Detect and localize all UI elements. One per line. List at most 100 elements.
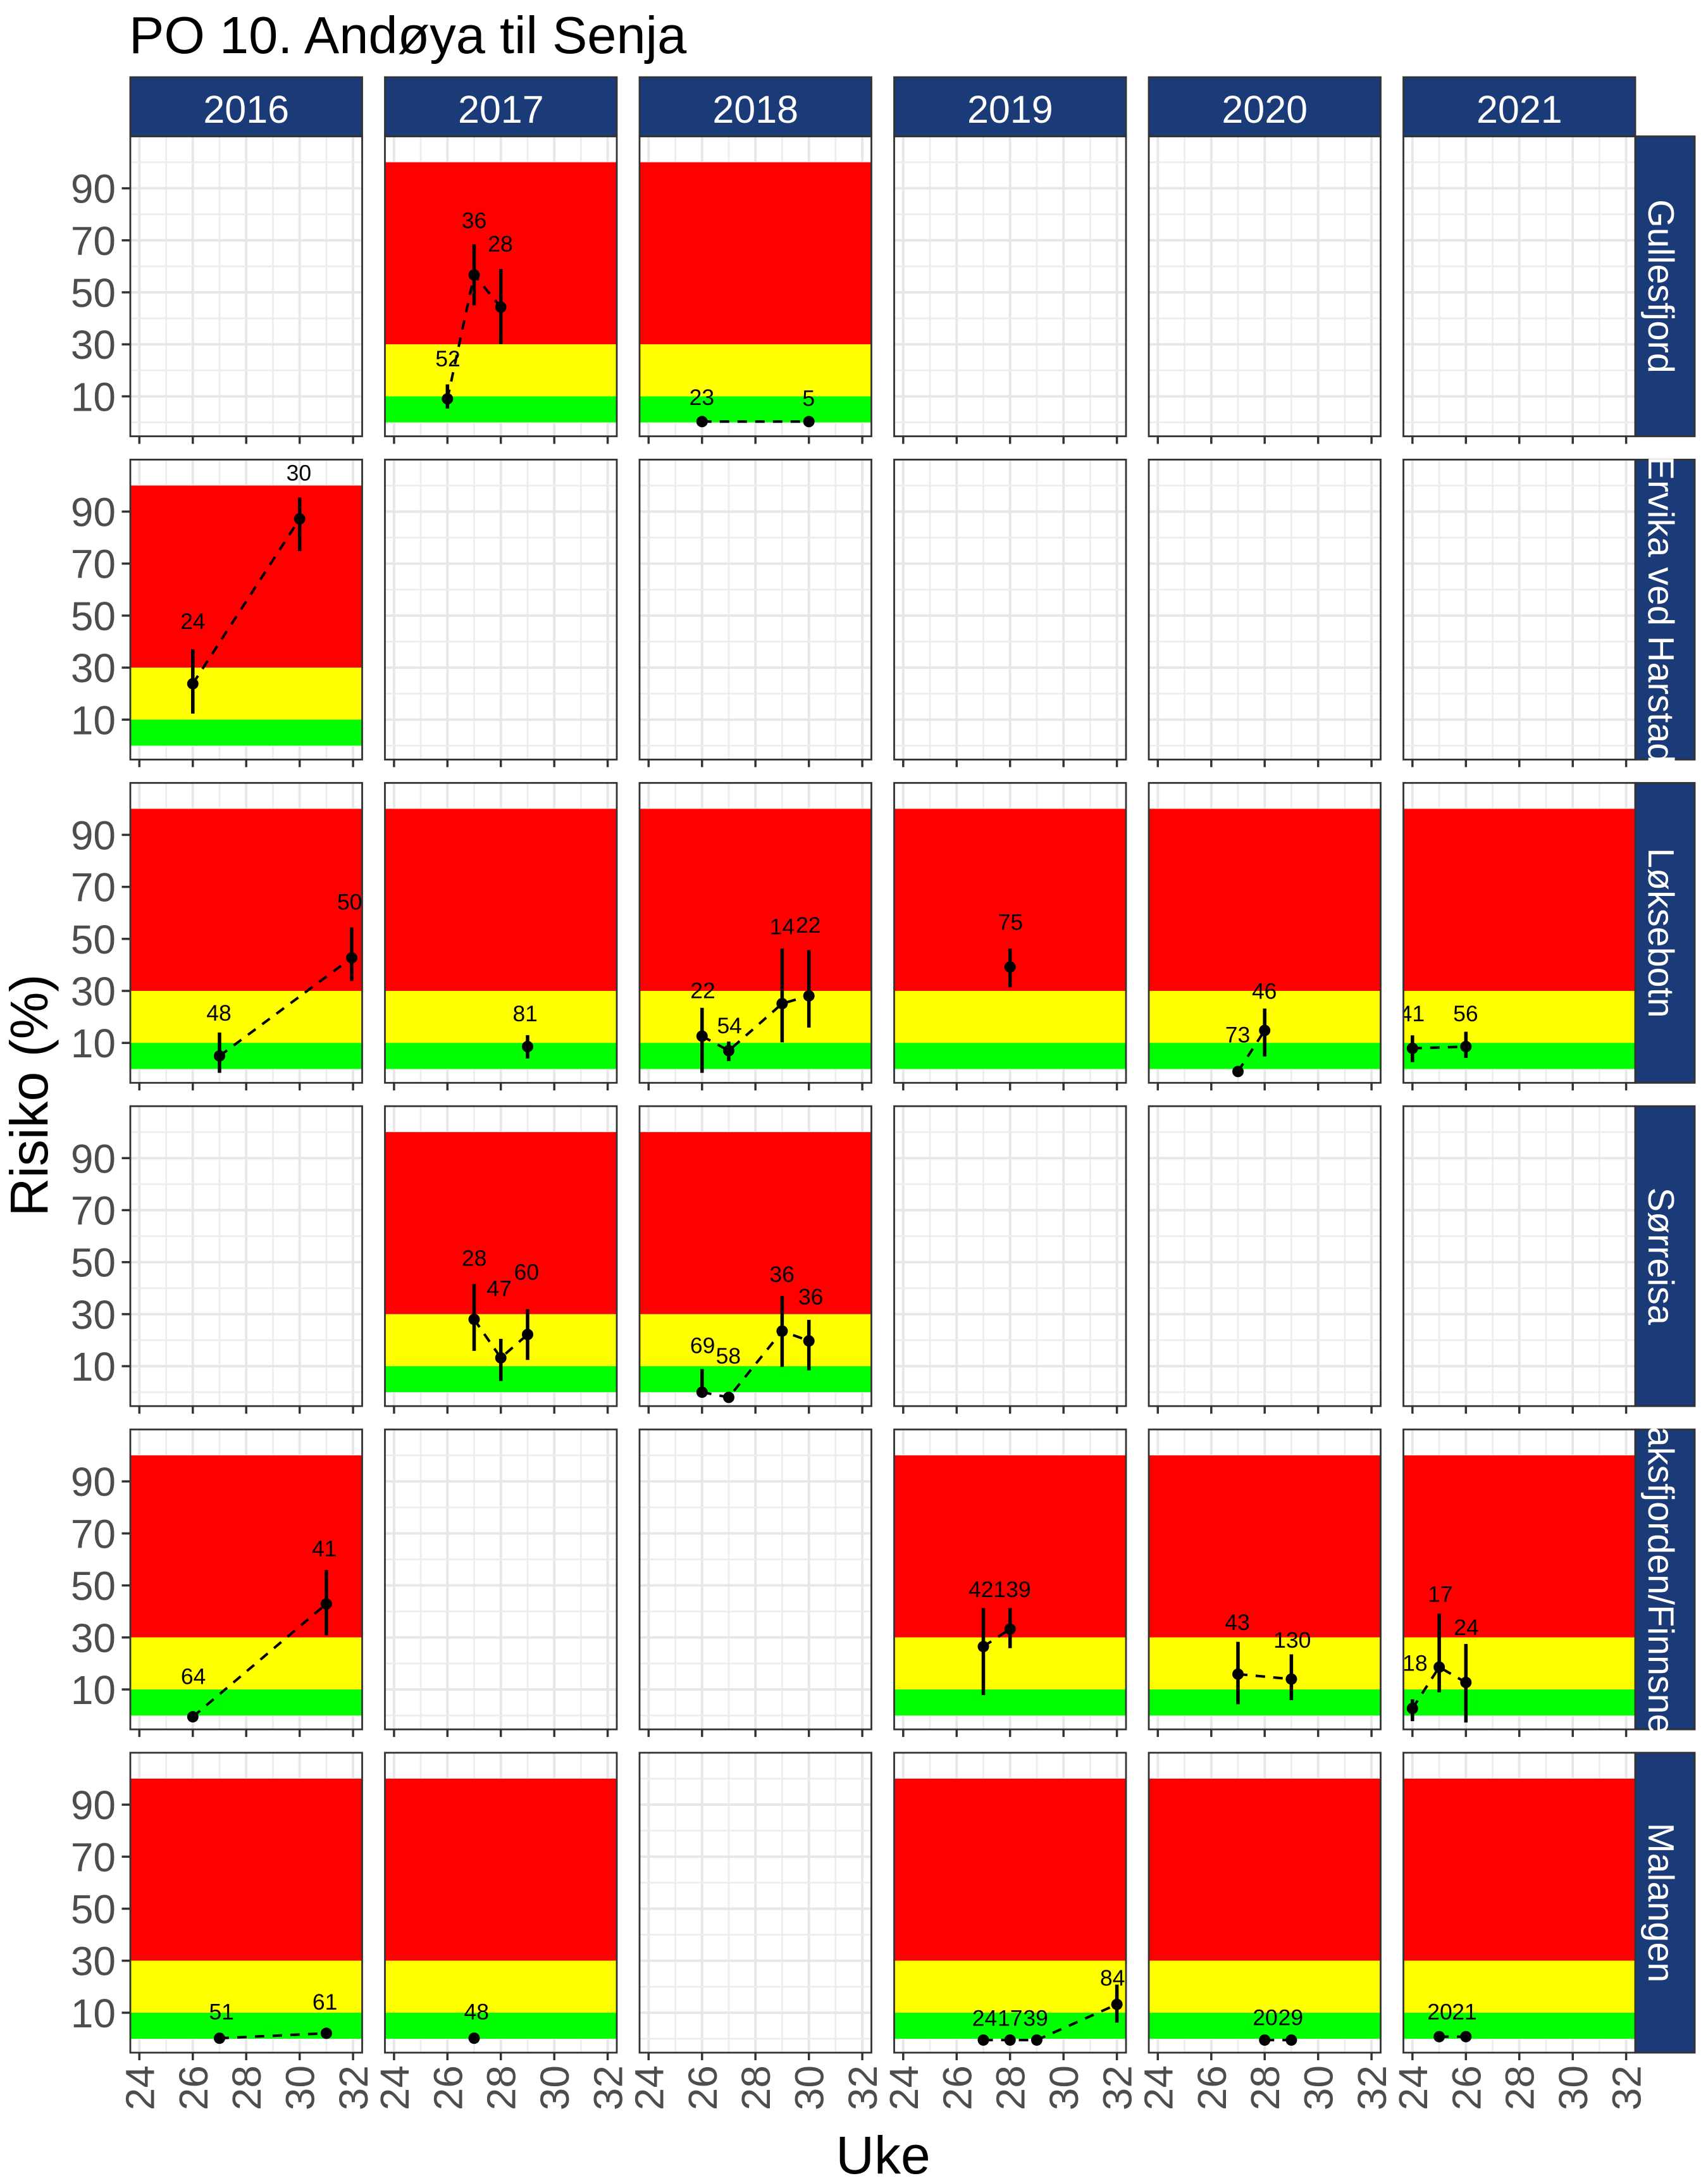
svg-text:41: 41 — [1400, 1001, 1425, 1026]
svg-text:32: 32 — [1604, 2065, 1650, 2110]
svg-text:32: 32 — [840, 2065, 886, 2110]
svg-text:20: 20 — [1427, 2000, 1452, 2025]
svg-text:36: 36 — [798, 1284, 824, 1310]
svg-text:2017: 2017 — [458, 88, 544, 131]
svg-text:90: 90 — [71, 490, 116, 535]
svg-text:54: 54 — [717, 1013, 742, 1038]
svg-text:10: 10 — [71, 1991, 116, 2036]
svg-text:24: 24 — [1454, 1615, 1479, 1640]
svg-text:70: 70 — [71, 865, 116, 911]
svg-text:2018: 2018 — [712, 88, 798, 131]
svg-text:50: 50 — [71, 1887, 116, 1932]
svg-text:50: 50 — [71, 270, 116, 316]
svg-text:58: 58 — [716, 1343, 741, 1369]
svg-text:30: 30 — [287, 461, 312, 486]
svg-text:Laksfjorden/Finnsnes: Laksfjorden/Finnsnes — [1640, 1407, 1681, 1753]
svg-text:64: 64 — [181, 1664, 206, 1689]
svg-text:48: 48 — [206, 1000, 232, 1026]
svg-text:32: 32 — [586, 2065, 631, 2110]
svg-text:70: 70 — [71, 542, 116, 587]
svg-text:28: 28 — [988, 2065, 1034, 2110]
svg-text:42: 42 — [968, 1577, 994, 1602]
svg-text:90: 90 — [71, 166, 116, 212]
svg-text:52: 52 — [435, 346, 461, 371]
svg-text:26: 26 — [1444, 2065, 1489, 2110]
svg-text:Ervika ved Harstad: Ervika ved Harstad — [1640, 456, 1681, 764]
svg-text:28: 28 — [479, 2065, 524, 2110]
svg-text:30: 30 — [71, 1615, 116, 1661]
svg-text:28: 28 — [462, 1246, 487, 1271]
svg-text:Malangen: Malangen — [1640, 1823, 1681, 1983]
svg-text:73: 73 — [1225, 1022, 1251, 1047]
svg-text:30: 30 — [71, 1939, 116, 1984]
svg-text:70: 70 — [71, 1188, 116, 1234]
svg-text:18: 18 — [1402, 1651, 1428, 1676]
svg-text:22: 22 — [796, 912, 821, 938]
svg-text:20: 20 — [1253, 2005, 1278, 2030]
svg-text:23: 23 — [690, 385, 715, 410]
svg-text:47: 47 — [486, 1276, 512, 1301]
svg-text:PO 10. Andøya til Senja: PO 10. Andøya til Senja — [129, 6, 687, 65]
svg-text:28: 28 — [224, 2065, 269, 2110]
svg-text:48: 48 — [464, 2000, 490, 2025]
svg-text:30: 30 — [787, 2065, 832, 2110]
svg-text:10: 10 — [71, 1667, 116, 1713]
svg-text:10: 10 — [71, 1021, 116, 1066]
svg-text:130: 130 — [1273, 1627, 1311, 1653]
svg-text:24: 24 — [1390, 2065, 1436, 2110]
svg-text:90: 90 — [71, 1459, 116, 1505]
svg-text:26: 26 — [934, 2065, 980, 2110]
svg-text:50: 50 — [337, 889, 362, 914]
svg-text:61: 61 — [313, 1989, 338, 2015]
svg-text:10: 10 — [71, 697, 116, 743]
svg-text:14: 14 — [770, 914, 795, 939]
svg-text:51: 51 — [209, 2000, 234, 2025]
svg-text:Løksebotn: Løksebotn — [1640, 848, 1681, 1018]
svg-text:36: 36 — [769, 1262, 795, 1287]
svg-text:30: 30 — [532, 2065, 578, 2110]
svg-text:2019: 2019 — [967, 88, 1053, 131]
svg-text:84: 84 — [1100, 1965, 1125, 1991]
svg-text:26: 26 — [171, 2065, 216, 2110]
svg-text:24: 24 — [117, 2065, 163, 2110]
svg-text:60: 60 — [514, 1260, 540, 1285]
svg-text:24: 24 — [881, 2065, 927, 2110]
svg-text:24: 24 — [972, 2006, 998, 2031]
svg-text:81: 81 — [512, 1001, 538, 1026]
svg-text:30: 30 — [1041, 2065, 1087, 2110]
svg-text:5: 5 — [802, 385, 815, 411]
svg-text:26: 26 — [425, 2065, 471, 2110]
svg-text:17: 17 — [998, 2006, 1023, 2031]
svg-text:29: 29 — [1278, 2005, 1304, 2030]
svg-text:75: 75 — [998, 910, 1024, 935]
svg-text:28: 28 — [488, 232, 513, 257]
svg-text:24: 24 — [626, 2065, 672, 2110]
svg-text:26: 26 — [1189, 2065, 1235, 2110]
svg-text:10: 10 — [71, 374, 116, 420]
svg-text:24: 24 — [1136, 2065, 1181, 2110]
svg-text:90: 90 — [71, 812, 116, 858]
svg-text:39: 39 — [1023, 2006, 1048, 2031]
svg-text:22: 22 — [690, 978, 715, 1003]
svg-text:30: 30 — [278, 2065, 323, 2110]
svg-text:70: 70 — [71, 218, 116, 264]
svg-text:30: 30 — [71, 1292, 116, 1338]
svg-text:69: 69 — [690, 1333, 715, 1358]
svg-text:21: 21 — [1452, 2000, 1477, 2025]
svg-text:90: 90 — [71, 1136, 116, 1181]
svg-text:28: 28 — [733, 2065, 779, 2110]
svg-text:32: 32 — [1095, 2065, 1141, 2110]
svg-text:24: 24 — [372, 2065, 418, 2110]
svg-text:30: 30 — [1550, 2065, 1596, 2110]
svg-text:50: 50 — [71, 594, 116, 639]
svg-text:46: 46 — [1252, 979, 1277, 1004]
svg-text:70: 70 — [71, 1511, 116, 1557]
svg-text:Uke: Uke — [836, 2125, 930, 2183]
svg-text:30: 30 — [71, 969, 116, 1014]
svg-text:26: 26 — [680, 2065, 726, 2110]
svg-text:50: 50 — [71, 1240, 116, 1286]
svg-text:70: 70 — [71, 1834, 116, 1880]
svg-text:30: 30 — [1296, 2065, 1342, 2110]
svg-text:139: 139 — [993, 1577, 1030, 1602]
svg-text:30: 30 — [71, 322, 116, 368]
